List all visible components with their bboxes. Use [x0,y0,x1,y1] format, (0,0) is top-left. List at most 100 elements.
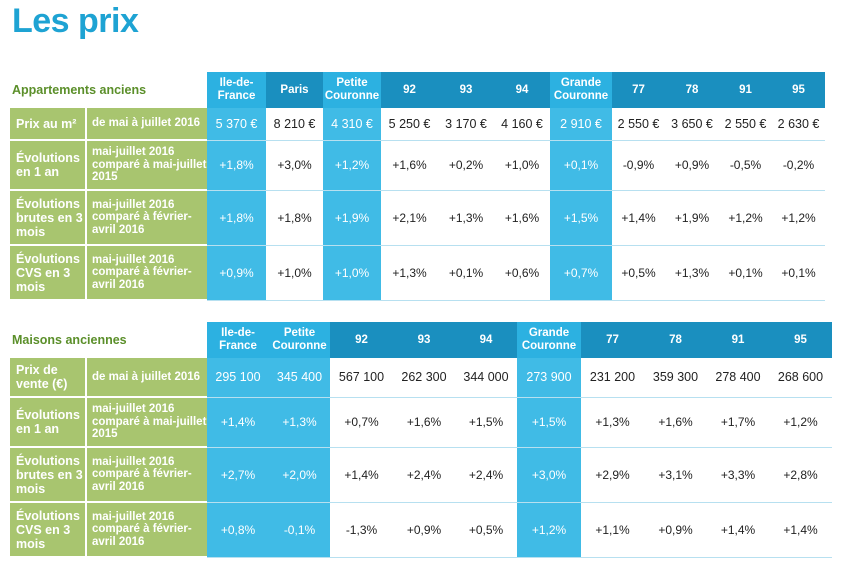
col-header-ile-de-france: Ile-de-France [207,322,269,358]
table-cell: 4 160 € [494,108,550,141]
table-cell: -0,1% [269,503,330,558]
table-cell: +1,7% [707,398,769,448]
table-cell: +1,6% [381,141,438,191]
row-period: mai-juillet 2016 comparé à février-avril… [85,448,207,503]
table-cell: +0,1% [772,246,825,301]
apartments-header-row: Appartements anciens Ile-de-France Paris… [10,72,825,108]
table-cell: +1,6% [644,398,707,448]
col-header-paris: Paris [266,72,323,108]
table-cell: +0,5% [612,246,665,301]
table-cell: +0,9% [665,141,719,191]
table-cell: -0,2% [772,141,825,191]
table-cell: -1,3% [330,503,393,558]
table-cell: +1,5% [517,398,581,448]
table-row: Évolutions en 1 an mai-juillet 2016 comp… [10,141,825,191]
table-cell: +3,0% [266,141,323,191]
table-row: Évolutions brutes en 3 mois mai-juillet … [10,448,832,503]
table-cell: +1,8% [207,141,266,191]
table-cell: 5 250 € [381,108,438,141]
table-cell: 5 370 € [207,108,266,141]
col-header-91: 91 [719,72,772,108]
houses-header-row: Maisons anciennes Ile-de-France Petite C… [10,322,832,358]
table-cell: +3,0% [517,448,581,503]
table-cell: +1,0% [266,246,323,301]
table-cell: +1,8% [207,191,266,246]
table-cell: +2,9% [581,448,644,503]
apartments-table: Appartements anciens Ile-de-France Paris… [10,72,825,301]
col-header-91: 91 [707,322,769,358]
table-row: Prix au m² de mai à juillet 2016 5 370 €… [10,108,825,141]
col-header-92: 92 [330,322,393,358]
table-cell: +0,9% [207,246,266,301]
table-cell: +0,5% [455,503,517,558]
table-cell: 567 100 [330,358,393,398]
table-cell: +1,2% [769,398,832,448]
col-header-78: 78 [665,72,719,108]
table-row: Prix de vente (€) de mai à juillet 2016 … [10,358,832,398]
table-cell: 3 170 € [438,108,494,141]
table-cell: 345 400 [269,358,330,398]
table-cell: +3,1% [644,448,707,503]
col-header-78: 78 [644,322,707,358]
table-cell: +1,6% [393,398,455,448]
table-cell: 231 200 [581,358,644,398]
table-cell: +1,6% [494,191,550,246]
table-cell: +0,1% [550,141,612,191]
table-cell: +1,2% [517,503,581,558]
table-cell: 8 210 € [266,108,323,141]
table-cell: +0,1% [719,246,772,301]
row-period: mai-juillet 2016 comparé à mai-juillet 2… [85,398,207,448]
table-cell: 2 910 € [550,108,612,141]
row-period: mai-juillet 2016 comparé à mai-juillet 2… [85,141,207,191]
table-cell: 268 600 [769,358,832,398]
table-cell: +1,2% [772,191,825,246]
table-cell: +2,1% [381,191,438,246]
col-header-94: 94 [455,322,517,358]
row-label: Prix de vente (€) [10,358,85,398]
table-cell: +3,3% [707,448,769,503]
table-cell: +0,8% [207,503,269,558]
table-cell: -0,5% [719,141,772,191]
row-period: mai-juillet 2016 comparé à février-avril… [85,246,207,301]
table-cell: +1,9% [665,191,719,246]
table-cell: +1,4% [207,398,269,448]
col-header-petite-couronne: Petite Couronne [269,322,330,358]
table-cell: +1,9% [323,191,381,246]
table-cell: +2,8% [769,448,832,503]
table-cell: +1,3% [665,246,719,301]
table-cell: 359 300 [644,358,707,398]
table-cell: 273 900 [517,358,581,398]
col-header-ile-de-france: Ile-de-France [207,72,266,108]
table-cell: +0,6% [494,246,550,301]
table-cell: 2 630 € [772,108,825,141]
col-header-92: 92 [381,72,438,108]
table-cell: 344 000 [455,358,517,398]
col-header-77: 77 [612,72,665,108]
table-cell: +1,3% [438,191,494,246]
table-cell: +1,0% [323,246,381,301]
row-period: mai-juillet 2016 comparé à février-avril… [85,503,207,558]
table-cell: +2,7% [207,448,269,503]
row-label: Prix au m² [10,108,85,141]
row-label: Évolutions CVS en 3 mois [10,503,85,558]
col-header-94: 94 [494,72,550,108]
table-cell: +1,3% [581,398,644,448]
table-cell: +1,5% [550,191,612,246]
col-header-93: 93 [393,322,455,358]
table-cell: 3 650 € [665,108,719,141]
table-cell: +1,4% [612,191,665,246]
table-cell: +1,5% [455,398,517,448]
table-cell: +1,4% [330,448,393,503]
table-cell: +0,7% [330,398,393,448]
table-cell: 4 310 € [323,108,381,141]
row-period: mai-juillet 2016 comparé à février-avril… [85,191,207,246]
table-cell: +2,0% [269,448,330,503]
table-cell: +0,7% [550,246,612,301]
table-cell: +1,8% [266,191,323,246]
col-header-petite-couronne: Petite Couronne [323,72,381,108]
row-period: de mai à juillet 2016 [85,108,207,141]
col-header-95: 95 [772,72,825,108]
apartments-section-label: Appartements anciens [10,72,207,108]
table-cell: +1,3% [269,398,330,448]
table-cell: +1,2% [719,191,772,246]
